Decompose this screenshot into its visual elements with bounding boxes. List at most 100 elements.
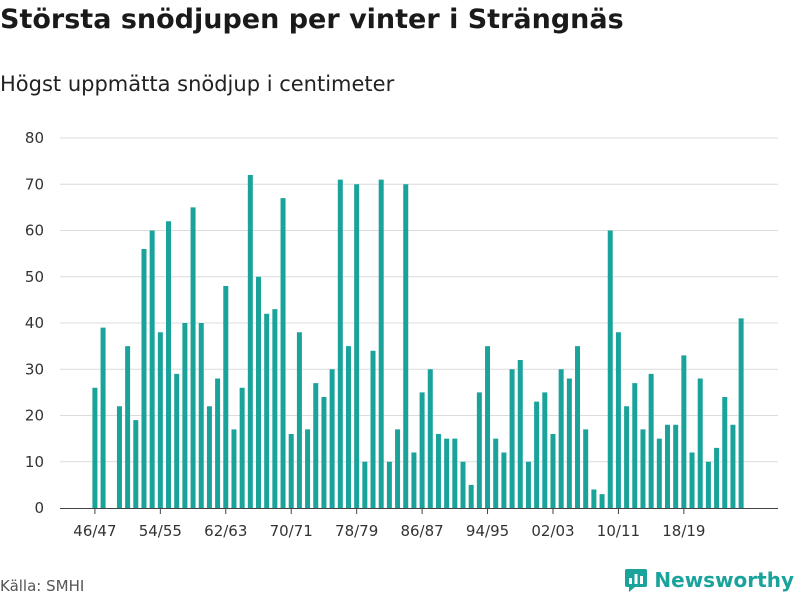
bar	[362, 461, 368, 508]
newsworthy-logo-icon	[625, 569, 648, 592]
y-tick-label: 70	[25, 175, 44, 193]
bar	[525, 461, 531, 508]
bar	[313, 383, 319, 509]
x-tick-label: 10/11	[597, 522, 640, 540]
bar	[419, 392, 425, 509]
chart-title: Största snödjupen per vinter i Strängnäs	[0, 4, 624, 35]
bar	[501, 452, 507, 508]
bar	[460, 461, 466, 508]
bar	[485, 346, 491, 509]
bar	[624, 406, 630, 508]
bar	[133, 420, 139, 509]
bar	[345, 346, 351, 509]
source-note: Källa: SMHI	[0, 577, 85, 595]
bar	[231, 429, 237, 509]
bar	[386, 461, 392, 508]
y-tick-label: 40	[25, 314, 44, 332]
y-tick-label: 50	[25, 268, 44, 286]
bar	[615, 332, 621, 508]
bar	[738, 318, 744, 509]
bar	[493, 438, 499, 509]
x-tick-label: 02/03	[531, 522, 574, 540]
y-tick-label: 80	[25, 129, 44, 147]
bar	[452, 438, 458, 509]
y-tick-label: 0	[34, 499, 44, 517]
x-tick-label: 46/47	[73, 522, 116, 540]
bar	[599, 494, 605, 509]
bar	[223, 286, 229, 508]
bar	[705, 461, 711, 508]
bar	[542, 392, 548, 509]
bar	[174, 373, 180, 509]
bar	[558, 369, 564, 508]
bar	[190, 207, 196, 509]
x-tick-label: 86/87	[400, 522, 443, 540]
bar	[468, 484, 474, 509]
bar	[566, 378, 572, 508]
bar	[607, 230, 613, 508]
bar	[403, 184, 409, 508]
bar	[411, 452, 417, 508]
bar	[141, 249, 147, 508]
bar	[198, 323, 204, 508]
bar	[509, 369, 515, 508]
bar	[583, 429, 589, 509]
bar	[730, 424, 736, 508]
bar	[681, 355, 687, 509]
x-tick-label: 54/55	[139, 522, 182, 540]
bar	[550, 434, 556, 508]
bar	[689, 452, 695, 508]
y-tick-label: 10	[25, 453, 44, 471]
bar	[321, 397, 327, 508]
bar	[272, 309, 278, 509]
bar	[427, 369, 433, 508]
bar	[100, 327, 106, 509]
bar	[476, 392, 482, 509]
bar	[329, 369, 335, 508]
bar	[116, 406, 122, 508]
bar	[239, 387, 245, 508]
bar	[337, 179, 343, 509]
bar	[673, 424, 679, 508]
bar	[435, 434, 441, 508]
bar	[288, 434, 294, 508]
brand-name: Newsworthy	[654, 568, 794, 592]
y-tick-label: 60	[25, 222, 44, 240]
bar	[206, 406, 212, 508]
x-tick-label: 70/71	[270, 522, 313, 540]
bar	[665, 424, 670, 508]
y-tick-label: 20	[25, 407, 44, 425]
x-tick-label: 62/63	[204, 522, 247, 540]
bar	[591, 489, 597, 508]
bar	[517, 360, 523, 508]
bar	[640, 429, 646, 509]
bar	[256, 276, 261, 508]
bar	[296, 332, 302, 508]
bar	[247, 175, 253, 508]
newsworthy-logo: Newsworthy	[624, 568, 794, 592]
bar	[305, 429, 311, 509]
bar	[125, 346, 131, 509]
bar	[648, 373, 654, 509]
y-tick-label: 30	[25, 360, 44, 378]
x-tick-label: 78/79	[335, 522, 378, 540]
chart-subtitle: Högst uppmätta snödjup i centimeter	[0, 72, 395, 96]
bar	[370, 350, 376, 508]
bar	[149, 230, 155, 508]
bar	[280, 198, 286, 509]
bar	[215, 378, 221, 508]
bar	[534, 401, 540, 509]
bar	[264, 313, 270, 508]
bar	[92, 387, 98, 508]
bar	[395, 429, 401, 509]
bar	[157, 332, 163, 508]
bar	[632, 383, 638, 509]
bar	[182, 323, 188, 508]
bar	[354, 184, 360, 508]
x-tick-label: 18/19	[662, 522, 705, 540]
bar	[656, 438, 662, 509]
bar	[722, 397, 728, 508]
bar	[714, 447, 720, 509]
bar	[444, 438, 450, 509]
